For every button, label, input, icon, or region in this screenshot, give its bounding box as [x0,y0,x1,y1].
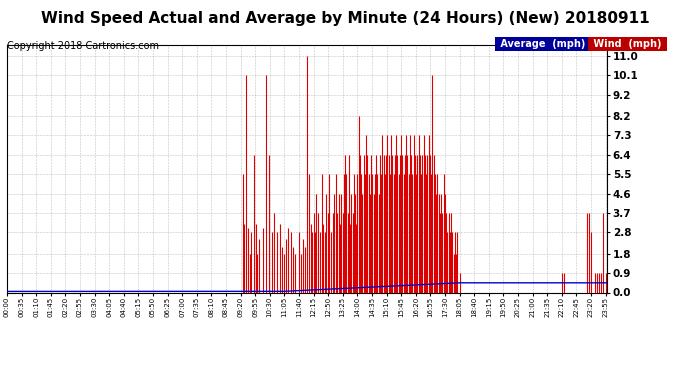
Text: Average  (mph): Average (mph) [497,39,589,50]
Text: Wind  (mph): Wind (mph) [590,39,665,50]
Text: Copyright 2018 Cartronics.com: Copyright 2018 Cartronics.com [7,41,159,51]
Text: Wind Speed Actual and Average by Minute (24 Hours) (New) 20180911: Wind Speed Actual and Average by Minute … [41,11,649,26]
